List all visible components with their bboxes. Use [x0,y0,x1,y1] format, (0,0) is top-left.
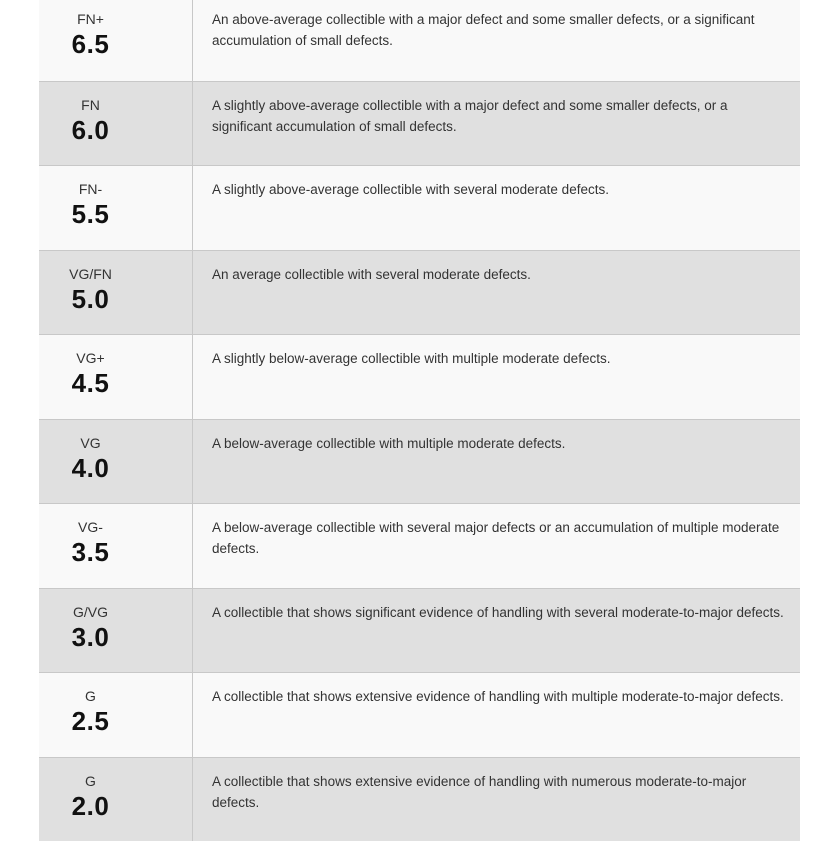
grade-abbr: VG+ [39,348,142,368]
description-cell: An above-average collectible with a majo… [193,0,800,81]
grade-description: A slightly below-average collectible wit… [212,348,786,369]
grade-cell: VG 4.0 [39,420,193,504]
grade-abbr: G [39,686,142,706]
grade-abbr: VG [39,433,142,453]
grade-cell: FN+ 6.5 [39,0,193,81]
description-cell: A collectible that shows significant evi… [193,589,800,673]
grade-value: 5.0 [39,284,142,314]
grade-value: 4.5 [39,368,142,398]
description-cell: A collectible that shows extensive evide… [193,673,800,757]
grade-abbr: FN+ [39,9,142,29]
grade-value: 2.5 [39,706,142,736]
grade-cell: G 2.5 [39,673,193,757]
description-cell: A slightly below-average collectible wit… [193,335,800,419]
table-row: G/VG 3.0 A collectible that shows signif… [39,588,800,673]
grading-table: FN+ 6.5 An above-average collectible wit… [39,0,800,841]
description-cell: A slightly above-average collectible wit… [193,166,800,250]
grade-abbr: FN [39,95,142,115]
table-row: VG/FN 5.0 An average collectible with se… [39,250,800,335]
grade-cell: G/VG 3.0 [39,589,193,673]
description-cell: A collectible that shows extensive evide… [193,758,800,841]
table-row: VG- 3.5 A below-average collectible with… [39,503,800,588]
grade-abbr: FN- [39,179,142,199]
grade-description: An above-average collectible with a majo… [212,9,786,51]
grade-description: A below-average collectible with multipl… [212,433,786,454]
grade-cell: G 2.0 [39,758,193,841]
grade-cell: VG+ 4.5 [39,335,193,419]
description-cell: An average collectible with several mode… [193,251,800,335]
grade-cell: FN 6.0 [39,82,193,166]
grade-value: 6.0 [39,115,142,145]
grade-abbr: G/VG [39,602,142,622]
table-row: FN 6.0 A slightly above-average collecti… [39,81,800,166]
table-row: VG+ 4.5 A slightly below-average collect… [39,334,800,419]
grade-description: A collectible that shows extensive evide… [212,686,786,707]
grade-abbr: G [39,771,142,791]
grade-value: 3.5 [39,537,142,567]
grade-cell: VG/FN 5.0 [39,251,193,335]
table-row: FN+ 6.5 An above-average collectible wit… [39,0,800,81]
table-row: G 2.5 A collectible that shows extensive… [39,672,800,757]
grade-description: A slightly above-average collectible wit… [212,179,786,200]
grade-abbr: VG- [39,517,142,537]
grade-description: A collectible that shows significant evi… [212,602,786,623]
grade-value: 3.0 [39,622,142,652]
grade-description: A collectible that shows extensive evide… [212,771,786,813]
table-row: G 2.0 A collectible that shows extensive… [39,757,800,841]
grade-abbr: VG/FN [39,264,142,284]
grade-cell: VG- 3.5 [39,504,193,588]
grade-value: 6.5 [39,29,142,59]
grade-value: 5.5 [39,199,142,229]
grade-cell: FN- 5.5 [39,166,193,250]
table-row: FN- 5.5 A slightly above-average collect… [39,165,800,250]
table-row: VG 4.0 A below-average collectible with … [39,419,800,504]
grade-value: 2.0 [39,791,142,821]
description-cell: A below-average collectible with multipl… [193,420,800,504]
grade-description: An average collectible with several mode… [212,264,786,285]
description-cell: A slightly above-average collectible wit… [193,82,800,166]
description-cell: A below-average collectible with several… [193,504,800,588]
grade-description: A slightly above-average collectible wit… [212,95,786,137]
grade-description: A below-average collectible with several… [212,517,786,559]
grade-value: 4.0 [39,453,142,483]
